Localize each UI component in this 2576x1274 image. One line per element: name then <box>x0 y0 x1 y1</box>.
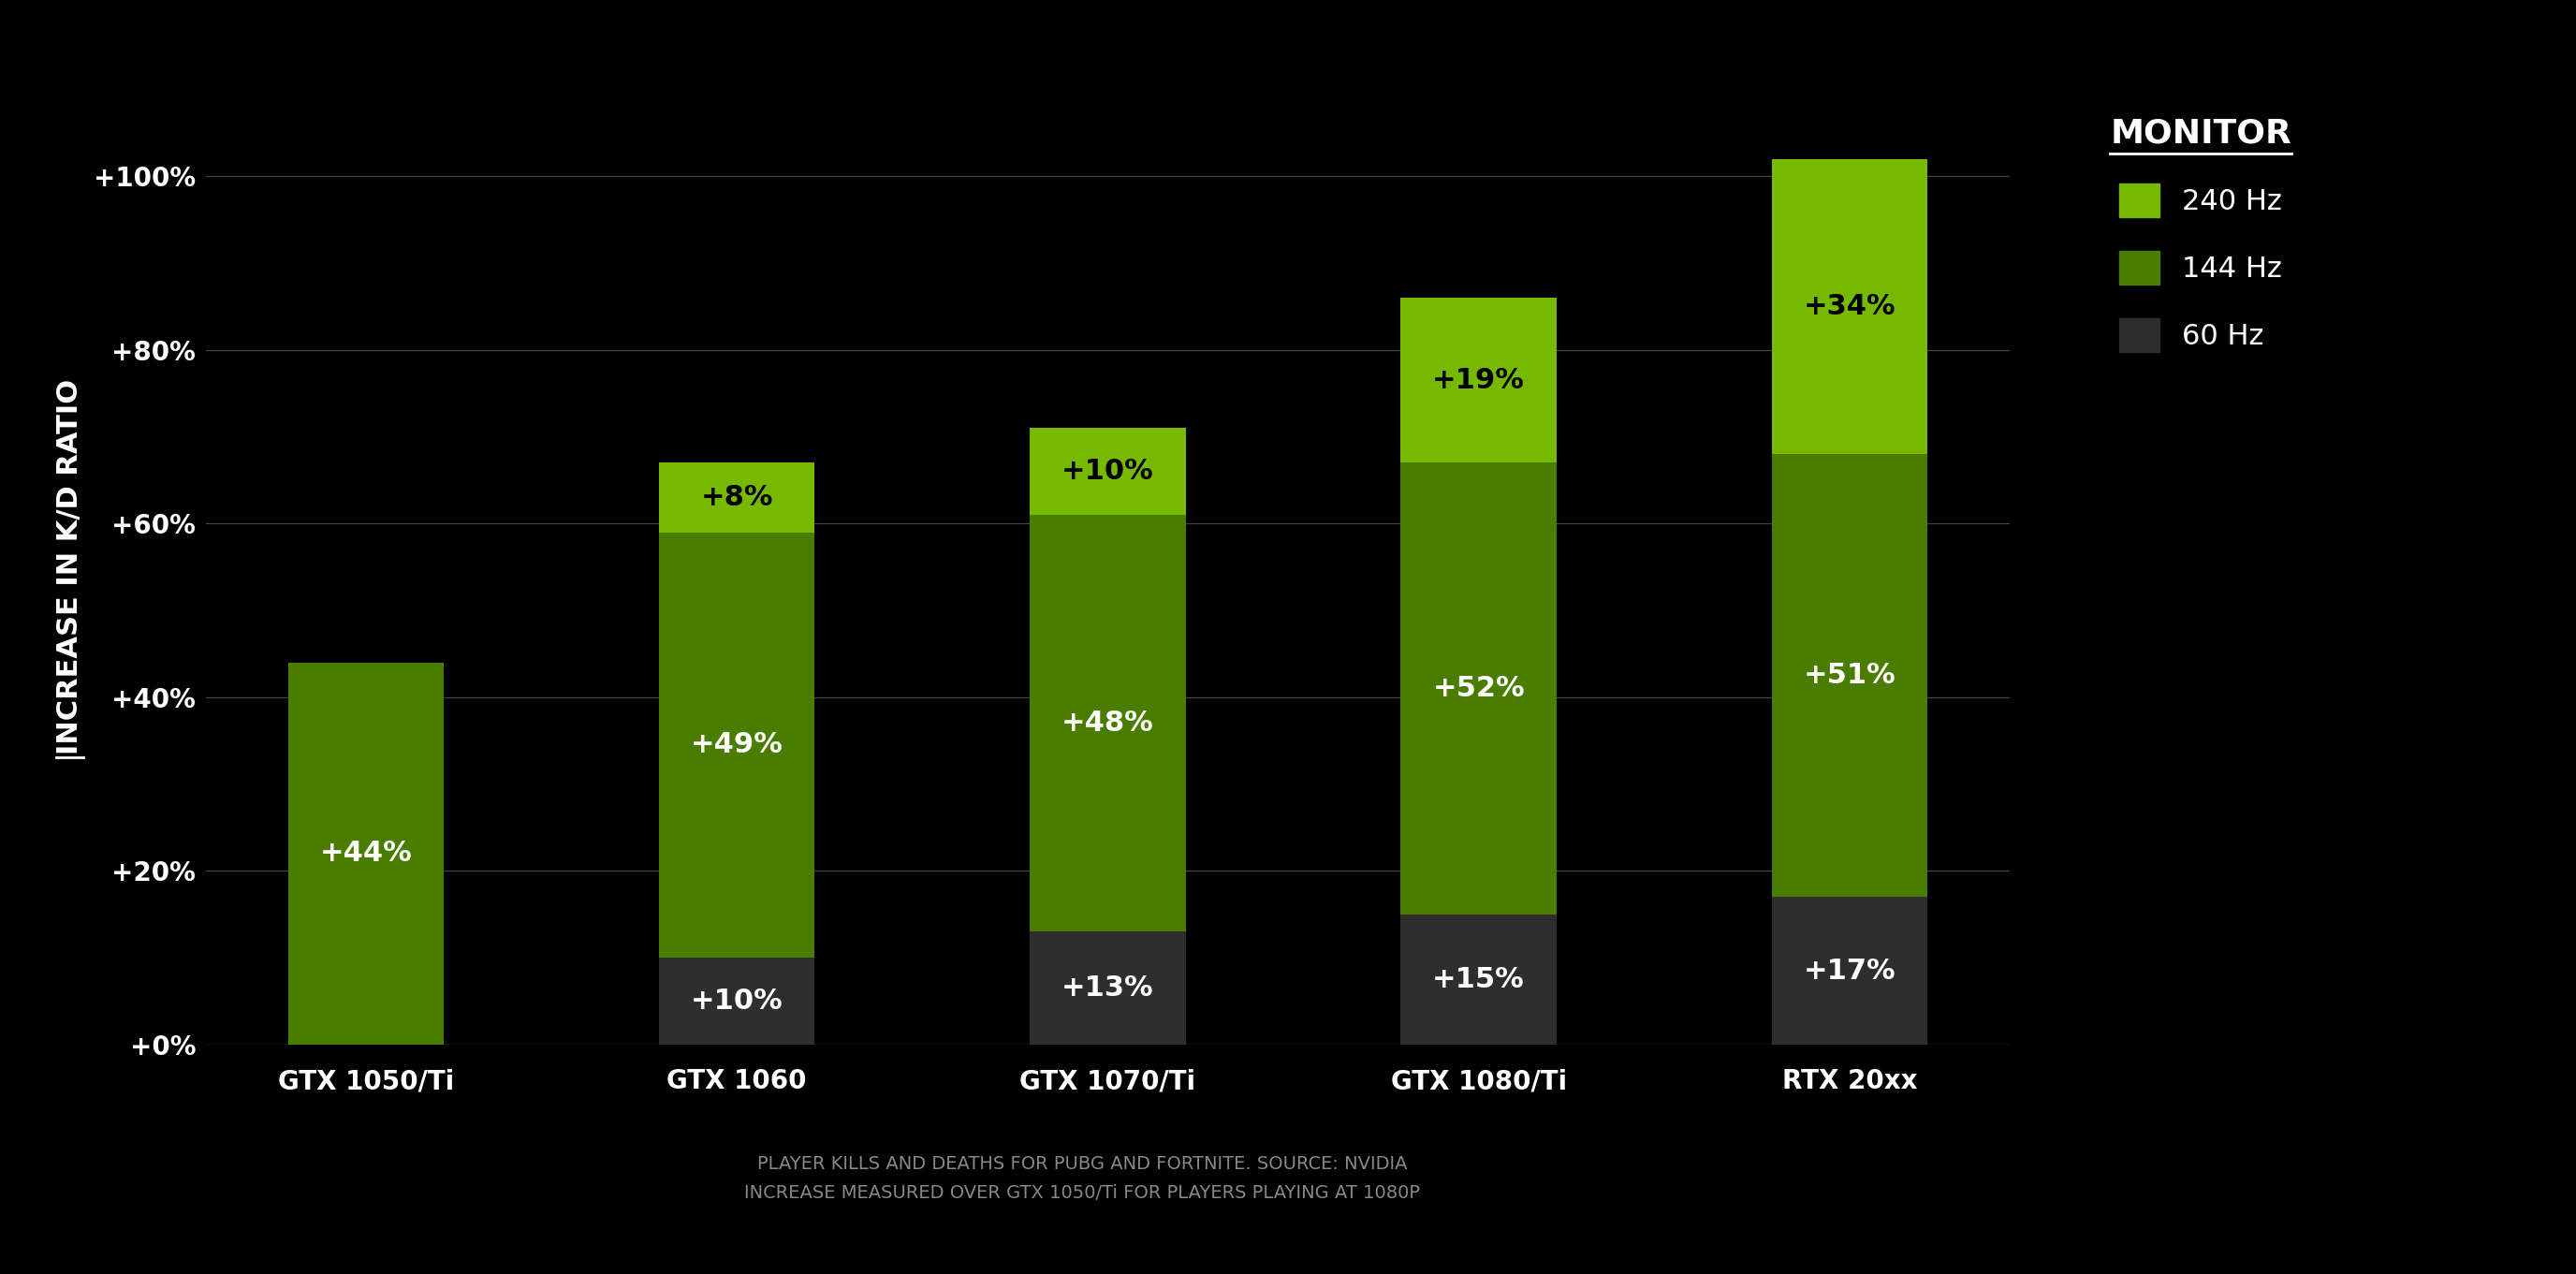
Text: +48%: +48% <box>1061 710 1154 736</box>
Text: +8%: +8% <box>701 484 773 511</box>
Text: +13%: +13% <box>1061 975 1154 1001</box>
Text: +34%: +34% <box>1803 293 1896 320</box>
Bar <box>1030 515 1185 931</box>
Bar <box>1401 462 1556 915</box>
Bar <box>1772 454 1927 897</box>
Bar <box>659 462 814 533</box>
Text: +10%: +10% <box>1061 457 1154 485</box>
Text: +52%: +52% <box>1432 675 1525 702</box>
Legend: 240 Hz, 144 Hz, 60 Hz: 240 Hz, 144 Hz, 60 Hz <box>2097 103 2306 366</box>
Text: +19%: +19% <box>1432 367 1525 394</box>
Text: +44%: +44% <box>319 840 412 868</box>
Text: +10%: +10% <box>690 987 783 1015</box>
Bar <box>659 533 814 958</box>
Y-axis label: INCREASE IN K/D RATIO: INCREASE IN K/D RATIO <box>57 380 82 754</box>
Bar <box>659 958 814 1045</box>
Bar <box>1401 915 1556 1045</box>
Bar <box>1772 159 1927 454</box>
Bar <box>1030 931 1185 1045</box>
Text: +51%: +51% <box>1803 662 1896 689</box>
Text: PLAYER KILLS AND DEATHS FOR PUBG AND FORTNITE. SOURCE: NVIDIA
INCREASE MEASURED : PLAYER KILLS AND DEATHS FOR PUBG AND FOR… <box>744 1156 1419 1201</box>
Bar <box>289 662 443 1045</box>
Bar <box>1401 298 1556 462</box>
Text: +17%: +17% <box>1803 957 1896 985</box>
Text: +15%: +15% <box>1432 966 1525 994</box>
Text: +49%: +49% <box>690 731 783 758</box>
Bar <box>1030 428 1185 515</box>
Bar <box>1772 897 1927 1045</box>
